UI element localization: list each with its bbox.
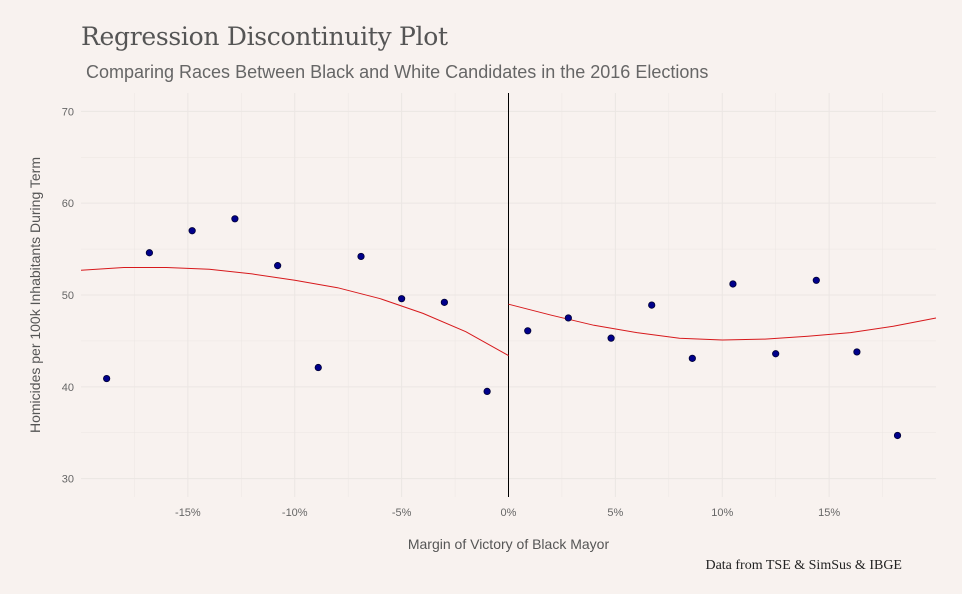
y-tick-label: 30 [62,474,74,486]
data-point [103,374,111,383]
data-point [812,276,820,284]
data-point [231,215,239,223]
fit-line-right [508,303,937,341]
data-point [729,280,737,288]
chart-subtitle: Comparing Races Between Black and White … [86,62,709,82]
y-axis-title: Homicides per 100k Inhabitants During Te… [27,157,43,433]
data-point [524,327,532,335]
fit-line-layer [80,267,937,357]
data-point [893,431,902,440]
data-point [853,348,861,356]
x-axis-title: Margin of Victory of Black Mayor [408,536,610,552]
data-point [188,227,196,235]
data-point [564,314,572,322]
chart-title: Regression Discontinuity Plot [81,22,448,51]
data-point [398,295,406,303]
data-point [357,252,365,261]
x-tick-label: 15% [818,507,840,519]
data-point [772,350,780,358]
x-tick-label: -5% [392,507,412,519]
y-tick-label: 40 [62,382,74,394]
data-point [648,301,656,309]
y-tick-label: 70 [62,106,74,118]
x-tick-label: -15% [175,507,201,519]
y-tick-label: 60 [62,198,74,210]
tick-labels-layer: -15% -10% -5% 0% 5% 10% 15% 30 40 50 60 70 [62,106,841,519]
data-point [314,363,322,372]
x-tick-label: 10% [711,507,733,519]
data-point [440,298,448,306]
x-tick-label: -10% [282,507,308,519]
data-point [145,249,153,257]
data-point [688,354,696,362]
y-tick-label: 50 [62,290,74,302]
data-points-layer [103,215,902,440]
x-tick-label: 0% [501,507,517,519]
data-source-caption: Data from TSE & SimSus & IBGE [705,558,902,573]
x-tick-label: 5% [607,507,623,519]
fit-line-left [80,267,509,357]
data-point [274,262,282,270]
data-point [483,387,491,396]
data-point [607,334,615,342]
